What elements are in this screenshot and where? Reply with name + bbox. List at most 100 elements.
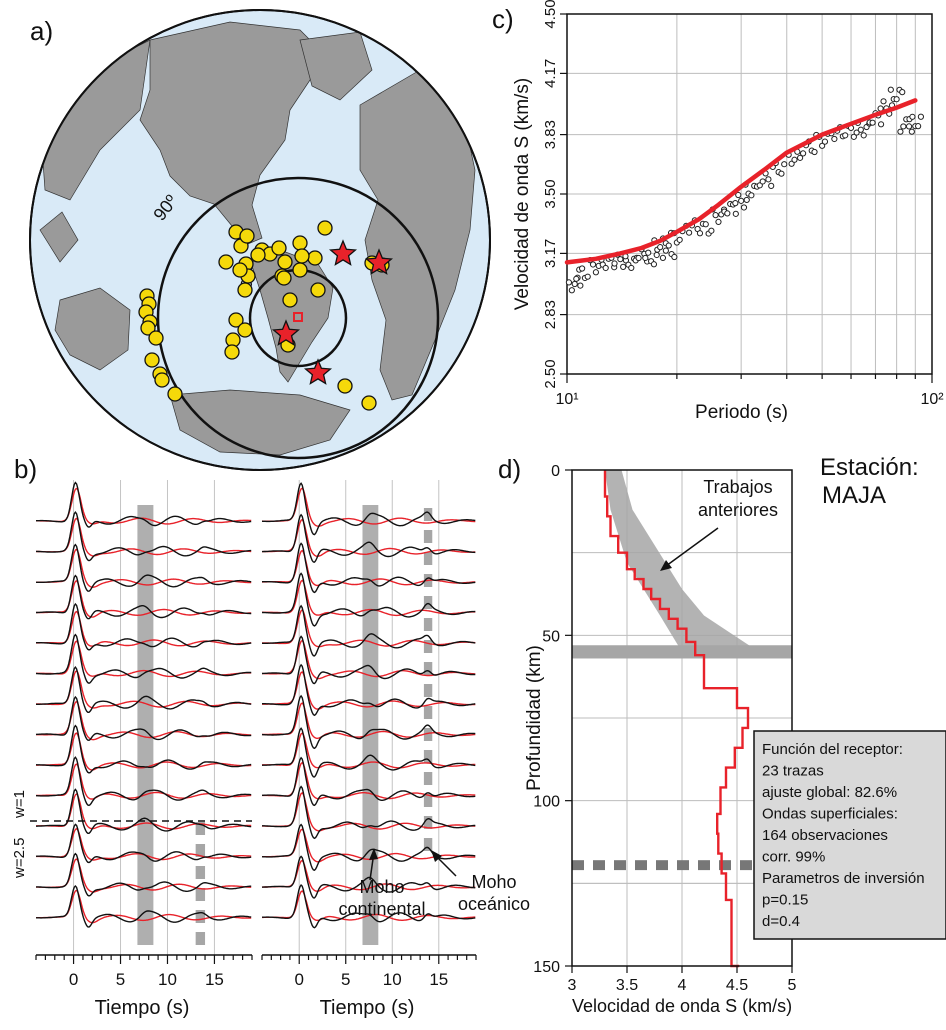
event-dot — [228, 312, 244, 328]
station-label-line2: MAJA — [822, 482, 886, 509]
data-point — [662, 247, 669, 254]
trace-predicted — [262, 890, 476, 921]
x-tick-label: 15 — [429, 970, 448, 989]
data-point — [748, 192, 755, 199]
data-point — [611, 260, 618, 267]
moho-oceanic-dash — [423, 530, 433, 543]
inversion-info-box: Función del receptor: 23 trazas ajuste glo… — [753, 730, 946, 940]
trace-predicted — [262, 702, 476, 739]
data-point — [565, 279, 573, 286]
data-point — [899, 89, 906, 96]
trace-observed — [36, 884, 252, 928]
data-point — [877, 121, 885, 128]
oceanic-moho-dash — [677, 860, 689, 871]
event-dot — [307, 250, 323, 266]
moho-oceanic-dash — [423, 750, 433, 763]
trace-predicted — [261, 518, 476, 557]
trace-observed — [35, 633, 252, 684]
trace-predicted — [36, 763, 252, 800]
trace-predicted — [36, 580, 252, 618]
event-dot — [310, 282, 326, 298]
x-tick-label: 15 — [205, 970, 224, 989]
data-point — [778, 170, 785, 177]
globe-map: 90º 30º — [29, 9, 491, 471]
data-point — [905, 123, 913, 130]
trace-predicted — [36, 793, 252, 830]
oceanic-moho-dash — [656, 860, 668, 871]
data-point — [589, 261, 597, 268]
trace-observed — [262, 542, 476, 594]
event-dot — [144, 352, 160, 368]
data-point — [900, 123, 907, 130]
moho-oceanic-arrowhead — [431, 850, 442, 862]
data-point — [659, 254, 667, 261]
event-dot — [250, 247, 266, 263]
previous-work-line2: anteriores — [698, 500, 778, 520]
moho-oceanic-dash — [423, 706, 433, 719]
station-label-line1: Estación: — [820, 454, 919, 481]
moho-oceanic-line2: oceánico — [458, 894, 530, 914]
data-point — [869, 119, 876, 126]
event-dot — [361, 395, 377, 411]
y-tick-label: 3.17 — [542, 239, 559, 268]
data-point — [715, 218, 722, 225]
weight-label-w25: w=2.5 — [11, 838, 28, 879]
moho-oceanic-dash — [195, 866, 206, 879]
event-dot — [292, 235, 308, 251]
event-dot — [140, 320, 156, 336]
y-tick-label: 4.17 — [542, 59, 559, 88]
event-dot — [282, 292, 298, 308]
trace-observed — [261, 855, 476, 899]
oceanic-moho-dash — [572, 860, 584, 871]
info-box-line: d=0.4 — [762, 913, 800, 930]
data-point — [781, 161, 788, 168]
data-point — [897, 128, 904, 135]
trace-predicted — [261, 791, 476, 832]
data-point — [915, 123, 922, 130]
trace-observed — [35, 724, 252, 774]
trace-observed — [261, 635, 476, 685]
trace-observed — [262, 513, 476, 563]
trace-observed — [36, 481, 252, 528]
trace-observed — [262, 572, 476, 627]
panel-c-label: c) — [492, 4, 514, 34]
trace-predicted — [36, 732, 252, 771]
event-dot — [218, 254, 234, 270]
oceanic-moho-dash — [614, 860, 626, 871]
event-dot — [337, 378, 353, 394]
info-box-line: 164 observaciones — [762, 827, 888, 844]
trace-column-left: 0 5 10 15 Tiempo (s) — [35, 480, 253, 1019]
velocity-model — [603, 470, 750, 968]
data-point — [686, 229, 693, 236]
trace-predicted — [36, 610, 252, 647]
data-point — [788, 160, 795, 167]
trace-predicted — [36, 889, 252, 924]
data-point — [617, 256, 624, 263]
trace-observed — [36, 511, 252, 562]
data-point — [696, 230, 704, 237]
data-point — [732, 200, 739, 207]
trace-observed — [262, 785, 476, 840]
x-tick-label: 10² — [920, 391, 944, 408]
trace-predicted — [36, 487, 252, 525]
event-star — [328, 239, 358, 266]
moho-oceanic-dash — [423, 684, 433, 697]
x-axis-label: Tiempo (s) — [320, 997, 415, 1019]
continents — [39, 21, 476, 456]
data-point — [571, 280, 578, 288]
data-point — [653, 251, 660, 259]
event-markers — [138, 220, 394, 411]
data-point — [579, 265, 586, 272]
trace-observed — [36, 666, 252, 713]
event-dot — [224, 344, 240, 360]
trace-observed — [262, 884, 476, 929]
data-point — [735, 191, 742, 199]
data-point — [811, 148, 818, 156]
event-star — [364, 248, 394, 275]
data-point — [765, 176, 772, 183]
data-point — [650, 261, 658, 268]
info-box-line: ajuste global: 82.6% — [762, 784, 897, 801]
data-point — [657, 244, 664, 251]
trace-predicted — [262, 859, 476, 892]
data-point — [732, 210, 739, 217]
